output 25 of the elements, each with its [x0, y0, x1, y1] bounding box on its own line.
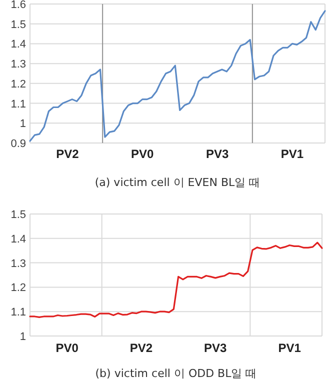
x-tick-label: PV0	[56, 341, 79, 355]
y-tick-label: 1.4	[10, 38, 26, 51]
line-series	[29, 242, 323, 318]
y-tick-label: 1.2	[10, 78, 26, 90]
y-tick-label: 0.9	[10, 138, 26, 150]
y-tick-label: 1.1	[10, 98, 26, 110]
y-tick-label: 1.3	[10, 58, 26, 71]
y-tick-label: 1.5	[10, 209, 26, 221]
text: (a) victim cell 이 EVEN BL일 때	[94, 176, 260, 189]
x-tick-label: PV3	[206, 147, 229, 161]
y-tick-label: 1.2	[10, 282, 26, 294]
y-tick-label: 1	[20, 331, 26, 343]
x-tick-label: PV2	[130, 341, 153, 355]
y-tick-label: 1.5	[10, 18, 26, 31]
y-tick-label: 1.4	[10, 233, 26, 246]
y-tick-label: 1.1	[10, 306, 26, 319]
x-tick-label: PV3	[204, 341, 228, 355]
x-tick-label: PV2	[56, 147, 80, 161]
x-tick-label: PV0	[131, 147, 154, 161]
x-tick-label: PV1	[278, 341, 302, 355]
y-tick-label: 1.3	[10, 258, 26, 270]
y-tick-label: 1	[20, 118, 26, 130]
x-tick-label: PV1	[280, 147, 304, 161]
y-tick-label: 1.6	[10, 0, 26, 11]
text: (b) victim cell 이 ODD BL일 때	[95, 367, 257, 380]
